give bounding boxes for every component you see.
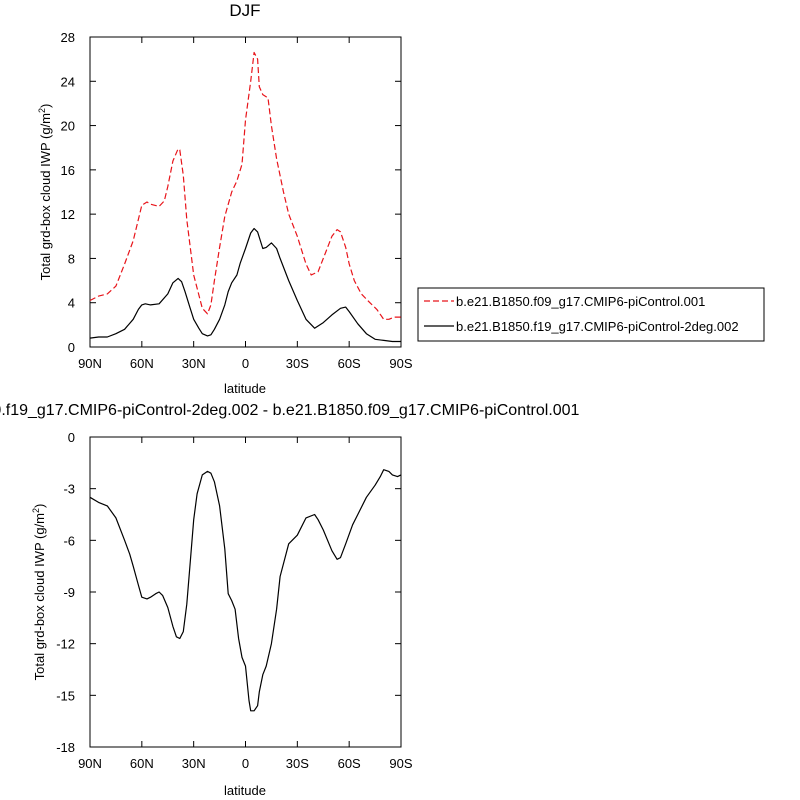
top-x-tick-label: 90S [389,356,412,371]
bottom-y-label-sup: 2 [31,508,41,513]
bottom-plot-area: 90N 60N 30N 0 30S 60S 90S -18 -15 -12 -9 -6 -3 0 [56,430,413,771]
bottom-x-tick-label: 90N [78,756,102,771]
bottom-y-tick-label: -3 [63,482,75,497]
bottom-y-tick-label: 0 [68,430,75,445]
top-y-tick-label: 16 [61,163,75,178]
top-y-tick-label: 0 [68,340,75,355]
bottom-chart-title: b.e21.B1850.f19_g17.CMIP6-piControl-2deg… [0,402,580,419]
top-plot-area: 90N 60N 30N 0 30S 60S 90S 0 4 8 12 16 20 24 28 [61,30,413,371]
bottom-x-tick-label: 30N [182,756,206,771]
bottom-y-label-main: Total grd-box cloud IWP (g/m [32,513,47,680]
bottom-x-tick-label: 90S [389,756,412,771]
bottom-y-tick-label: -12 [56,637,75,652]
top-axes-frame [89,36,402,348]
top-series-line-1 [89,51,401,320]
top-x-tick-label: 30N [182,356,206,371]
top-x-tick-label: 60S [338,356,361,371]
bottom-y-tick-label: -18 [56,740,75,755]
bottom-chart: b.e21.B1850.f19_g17.CMIP6-piControl-2deg… [0,402,580,798]
bottom-chart-y-label: Total grd-box cloud IWP (g/m2) [31,504,47,681]
top-y-label-main: Total grd-box cloud IWP (g/m [38,113,53,280]
bottom-y-tick-label: -15 [56,688,75,703]
top-x-tick-label: 90N [78,356,102,371]
bottom-y-label-close: ) [32,504,47,508]
bottom-x-tick-label: 0 [242,756,249,771]
top-chart: DJF latitude Total grd-box cloud IWP (g/… [37,1,413,396]
top-y-tick-label: 28 [61,30,75,45]
top-y-tick-label: 24 [61,74,75,89]
top-series-line-2 [89,227,401,343]
bottom-x-tick-label: 30S [286,756,309,771]
bottom-y-tick-label: -6 [63,533,75,548]
top-y-label-close: ) [38,104,53,108]
top-y-tick-label: 12 [61,207,75,222]
bottom-series-line-1 [89,469,402,712]
top-x-tick-label: 60N [130,356,154,371]
bottom-chart-x-label: latitude [224,783,266,798]
top-chart-x-label: latitude [224,381,266,396]
top-x-tick-label: 30S [286,356,309,371]
top-y-tick-label: 4 [68,296,75,311]
top-y-tick-label: 8 [68,251,75,266]
legend-label-series-2: b.e21.B1850.f19_g17.CMIP6-piControl-2deg… [456,319,739,334]
top-y-label-sup: 2 [37,108,47,113]
legend: b.e21.B1850.f09_g17.CMIP6-piControl.001 … [417,287,765,342]
bottom-x-tick-label: 60N [130,756,154,771]
top-chart-y-label: Total grd-box cloud IWP (g/m2) [37,104,53,281]
top-y-tick-label: 20 [61,119,75,134]
bottom-x-tick-label: 60S [338,756,361,771]
top-chart-title: DJF [229,1,260,20]
top-x-tick-label: 0 [242,356,249,371]
bottom-axes-frame [89,436,402,748]
legend-label-series-1: b.e21.B1850.f09_g17.CMIP6-piControl.001 [456,294,705,309]
legend-box [417,287,765,342]
bottom-y-tick-label: -9 [63,585,75,600]
